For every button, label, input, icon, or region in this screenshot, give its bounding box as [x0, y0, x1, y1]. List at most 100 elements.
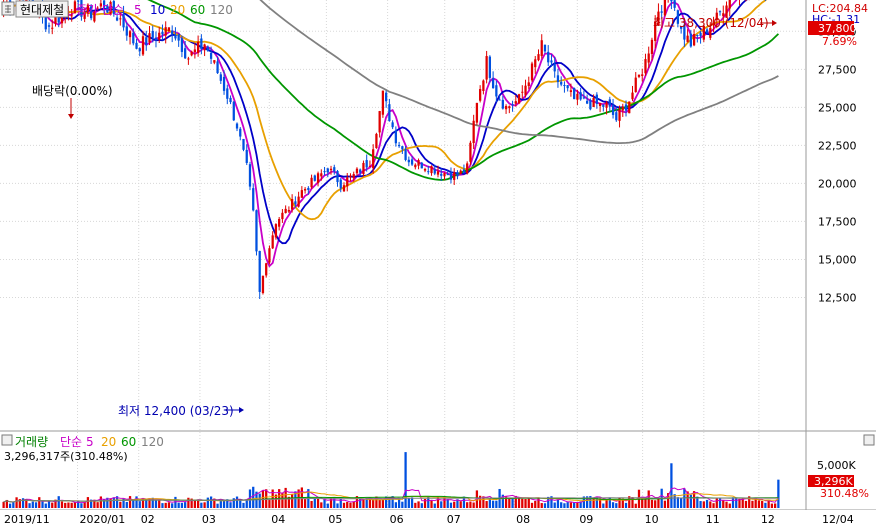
volume-bar	[744, 500, 748, 508]
volume-bar	[51, 502, 54, 508]
price-tick-label: 22,500	[818, 139, 857, 152]
volume-bar	[119, 501, 122, 508]
candle-body	[372, 149, 375, 169]
price-axis-bg	[806, 0, 876, 430]
candle-body	[102, 0, 106, 8]
volume-bar	[245, 500, 248, 508]
volume-bar	[54, 499, 57, 508]
volume-bar	[430, 500, 433, 508]
stock-name-box[interactable]	[15, 0, 69, 18]
volume-bar	[5, 499, 8, 508]
volume-ma-line-120	[3, 497, 779, 503]
candle-body	[125, 26, 128, 36]
price-tick-label: 17,500	[818, 215, 857, 228]
volume-collapse-button[interactable]	[863, 434, 875, 446]
candle-body	[482, 80, 485, 91]
price-indicator-label: 종가 단순	[76, 3, 124, 17]
volume-bar	[553, 502, 556, 508]
candle-body	[420, 162, 423, 169]
volume-bar	[15, 497, 18, 508]
volume-bar	[563, 503, 566, 508]
volume-bar	[634, 503, 637, 508]
time-tick-label: 03	[202, 513, 216, 526]
candle-body	[232, 101, 235, 121]
volume-bar	[657, 497, 660, 508]
volume-bar	[274, 494, 278, 508]
candle-body	[466, 163, 469, 174]
volume-bar	[547, 496, 550, 508]
candle-body	[86, 4, 90, 14]
candle-body	[151, 30, 154, 38]
volume-bar	[696, 496, 699, 508]
candle-body	[650, 39, 654, 54]
volume-bar	[31, 501, 34, 508]
volume-bar	[372, 499, 375, 508]
candle-body	[44, 11, 47, 30]
volume-bar	[362, 498, 365, 508]
volume-bar	[469, 501, 472, 508]
volume-bar	[456, 499, 459, 508]
candle-body	[47, 25, 51, 27]
candle-body	[359, 169, 362, 173]
candle-body	[278, 219, 281, 227]
candle-body	[585, 100, 589, 104]
candle-body	[537, 54, 540, 61]
candle-body	[725, 5, 728, 18]
candle-body	[472, 120, 475, 144]
candle-body	[712, 23, 715, 26]
candle-body	[569, 90, 573, 93]
candle-body	[628, 101, 631, 114]
volume-last-label: 3,296K	[814, 475, 853, 488]
time-tick-label: 06	[390, 513, 404, 526]
dividend-annotation: 배당락(0.00%)	[32, 84, 113, 98]
volume-bar	[206, 497, 209, 508]
lc-value: LC:204.84	[812, 2, 868, 15]
candle-body	[595, 94, 598, 104]
candle-body	[641, 74, 644, 76]
volume-bar	[294, 491, 297, 508]
ma-period-60: 60	[190, 3, 205, 17]
candle-body	[54, 17, 57, 24]
candle-body	[673, 0, 676, 8]
candle-body	[206, 46, 209, 51]
volume-bar	[407, 498, 410, 508]
volume-bar	[433, 503, 436, 508]
volume-bar	[64, 502, 67, 508]
candle-body	[261, 275, 265, 294]
volume-bar	[641, 498, 644, 508]
volume-bar	[566, 502, 569, 508]
volume-bar	[670, 463, 673, 508]
volume-bar	[158, 499, 161, 508]
volume-bar	[346, 501, 349, 508]
candle-body	[109, 1, 112, 15]
candle-body	[598, 103, 602, 107]
volume-bar	[705, 499, 709, 508]
volume-ma-lines	[3, 487, 779, 503]
candle-body	[287, 210, 291, 212]
volume-bar	[738, 498, 741, 508]
candle-body	[579, 92, 582, 100]
volume-bar	[436, 497, 440, 508]
candle-body	[670, 0, 673, 2]
volume-bar	[232, 498, 235, 508]
volume-bar	[381, 499, 385, 508]
time-tick-label: 2019/11	[4, 513, 50, 526]
volume-bar	[196, 499, 200, 508]
volume-bar	[686, 491, 689, 508]
volume-bar	[161, 503, 164, 508]
volume-bar	[164, 502, 167, 508]
candle-body	[281, 212, 284, 220]
volume-bar	[644, 498, 647, 508]
candle-body	[534, 59, 537, 68]
candle-body	[333, 167, 336, 172]
low-annotation: 최저 12,400 (03/23)	[118, 404, 234, 418]
volume-bar	[440, 501, 443, 508]
volume-icon-button[interactable]	[1, 434, 13, 446]
candle-body	[320, 173, 323, 177]
candle-body	[119, 18, 122, 20]
candle-body	[190, 51, 193, 56]
candle-body	[339, 179, 342, 189]
volume-summary: 3,296,317주(310.48%)	[4, 450, 128, 463]
volume-bar	[676, 497, 680, 508]
